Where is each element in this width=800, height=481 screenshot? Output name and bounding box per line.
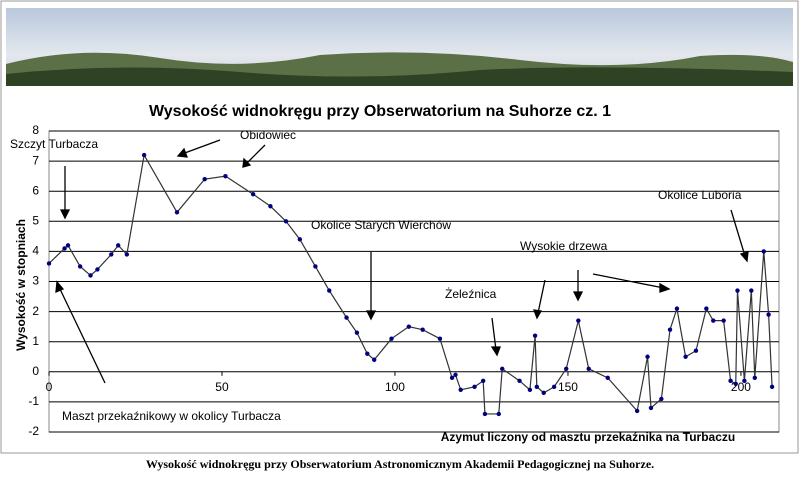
y-tick-label: -2: [28, 424, 39, 438]
marker: [742, 378, 747, 384]
marker: [721, 318, 726, 323]
marker: [472, 384, 477, 390]
y-tick-label: 1: [32, 334, 39, 348]
marker: [667, 327, 673, 332]
y-tick-label: 4: [32, 244, 39, 258]
marker: [109, 252, 114, 257]
marker: [46, 261, 52, 266]
y-tick-label: 6: [32, 183, 39, 197]
marker: [704, 306, 709, 311]
annotation: Okolice Starych Wierchów: [311, 218, 451, 232]
annotation: Wysokie drzewa: [520, 239, 608, 253]
marker: [283, 219, 289, 224]
marker: [683, 354, 688, 359]
marker: [453, 372, 458, 378]
marker: [202, 176, 207, 182]
marker: [541, 390, 546, 396]
marker: [752, 375, 757, 381]
marker: [482, 411, 488, 417]
marker: [564, 366, 569, 371]
marker: [733, 381, 738, 387]
marker: [634, 408, 640, 414]
marker: [586, 366, 591, 371]
y-tick-label: -1: [28, 394, 39, 408]
y-axis-label: Wysokość w stopniach: [14, 219, 28, 351]
marker: [534, 384, 540, 390]
marker: [576, 318, 581, 323]
annotation: Żeleźnica: [445, 287, 497, 301]
marker: [674, 306, 680, 311]
marker: [532, 333, 538, 338]
annotation: Obidowiec: [240, 128, 296, 142]
marker: [605, 375, 610, 381]
marker: [313, 264, 318, 269]
x-tick-label: 0: [46, 380, 53, 394]
arrows: [55, 139, 749, 384]
chart-title: Wysokość widnokręgu przy Obserwatorium n…: [149, 103, 611, 120]
marker: [77, 264, 83, 269]
marker: [389, 336, 394, 341]
x-axis-label: Azymut liczony od masztu przekaźnika na …: [441, 430, 736, 444]
x-tick-label: 100: [385, 380, 405, 394]
marker: [551, 384, 557, 390]
marker: [458, 387, 463, 393]
marker: [735, 288, 740, 293]
marker: [769, 384, 775, 390]
marker: [174, 210, 180, 215]
marker: [372, 357, 377, 362]
y-tick-label: 2: [32, 304, 39, 318]
marker: [645, 354, 650, 359]
marker: [95, 267, 100, 272]
marker: [693, 348, 699, 353]
marker: [449, 375, 455, 381]
panorama: [6, 8, 793, 86]
frame: [0, 0, 799, 454]
marker: [297, 237, 303, 242]
marker: [766, 312, 771, 317]
marker: [354, 330, 360, 335]
marker: [327, 288, 332, 293]
x-tick-label: 200: [731, 380, 751, 394]
marker: [728, 378, 733, 384]
caption: Wysokość widnokręgu przy Obserwatorium A…: [146, 457, 654, 471]
marker: [62, 246, 67, 251]
marker: [648, 405, 654, 411]
x-tick-label: 150: [558, 380, 578, 394]
marker: [517, 378, 522, 384]
marker: [223, 173, 228, 179]
marker: [88, 273, 93, 278]
marker: [250, 192, 256, 197]
marker: [344, 315, 349, 320]
marker: [124, 252, 130, 257]
y-tick-label: 5: [32, 213, 39, 227]
y-tick-label: 0: [32, 364, 39, 378]
marker: [659, 396, 664, 402]
marker: [496, 411, 501, 417]
x-tick-label: 50: [215, 380, 229, 394]
marker: [420, 327, 425, 332]
y-tick-label: 7: [32, 153, 39, 167]
marker: [480, 378, 486, 384]
marker: [437, 336, 443, 341]
y-tick-label: 8: [32, 123, 39, 137]
marker: [500, 366, 505, 371]
marker: [711, 318, 716, 323]
marker: [365, 351, 370, 356]
annotation: Okolice Luboria: [658, 188, 742, 202]
marker: [115, 243, 121, 248]
marker: [65, 243, 71, 248]
marker: [761, 249, 766, 254]
marker: [141, 152, 147, 158]
y-tick-label: 3: [32, 274, 39, 288]
marker: [268, 204, 273, 209]
annotation: Maszt przekaźnikowy w okolicy Turbacza: [62, 409, 281, 423]
marker: [406, 324, 412, 329]
marker: [749, 288, 754, 293]
annotation: Szczyt Turbacza: [10, 137, 98, 151]
marker: [527, 387, 533, 393]
